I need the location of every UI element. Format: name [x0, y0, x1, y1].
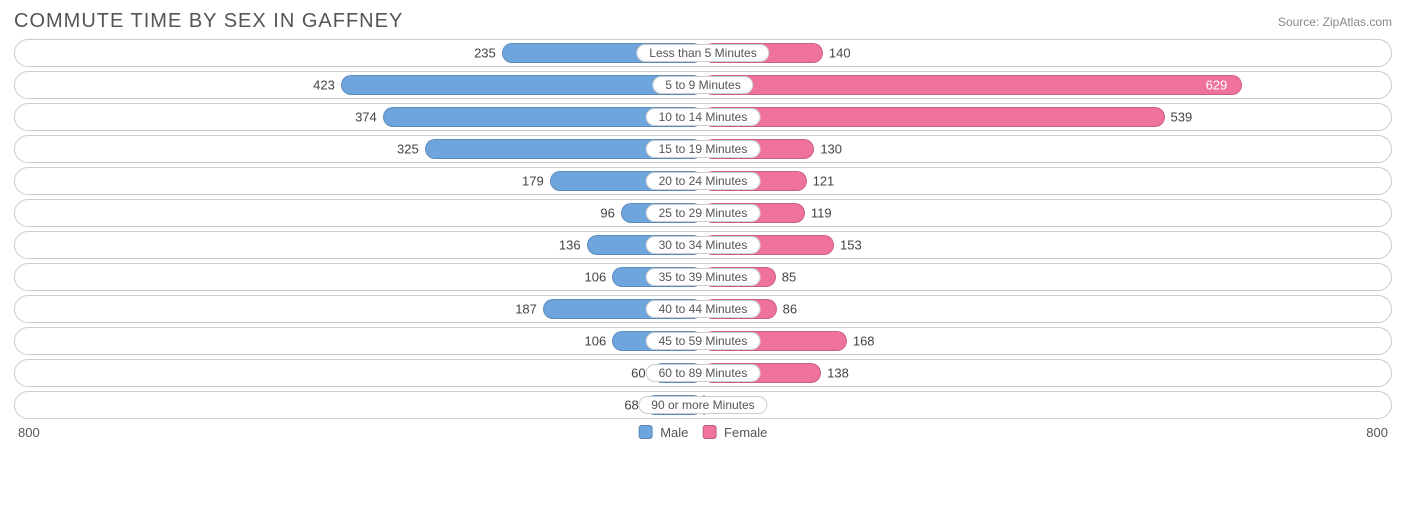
category-label: 90 or more Minutes: [638, 396, 767, 414]
female-value: 168: [853, 334, 875, 349]
chart-row-inner: 60 138 60 to 89 Minutes: [18, 363, 1388, 383]
chart-row: 374 539 10 to 14 Minutes: [14, 103, 1392, 131]
category-label: 20 to 24 Minutes: [646, 172, 761, 190]
chart-row: 187 86 40 to 44 Minutes: [14, 295, 1392, 323]
category-label: 35 to 39 Minutes: [646, 268, 761, 286]
chart-source: Source: ZipAtlas.com: [1278, 15, 1392, 29]
chart-row: 106 168 45 to 59 Minutes: [14, 327, 1392, 355]
chart-row-inner: 179 121 20 to 24 Minutes: [18, 171, 1388, 191]
chart-row: 136 153 30 to 34 Minutes: [14, 231, 1392, 259]
male-value: 235: [474, 46, 496, 61]
chart-row-inner: 187 86 40 to 44 Minutes: [18, 299, 1388, 319]
male-value: 179: [522, 174, 544, 189]
category-label: 15 to 19 Minutes: [646, 140, 761, 158]
category-label: Less than 5 Minutes: [636, 44, 769, 62]
chart-title: COMMUTE TIME BY SEX IN GAFFNEY: [14, 10, 403, 33]
axis-left-max: 800: [18, 425, 40, 440]
chart-row-inner: 96 119 25 to 29 Minutes: [18, 203, 1388, 223]
female-value: 138: [827, 366, 849, 381]
chart-row-inner: 106 85 35 to 39 Minutes: [18, 267, 1388, 287]
chart-row-inner: 374 539 10 to 14 Minutes: [18, 107, 1388, 127]
male-value: 374: [355, 110, 377, 125]
female-value: 85: [782, 270, 796, 285]
chart-row-inner: 423 629 5 to 9 Minutes: [18, 75, 1388, 95]
legend-female-swatch: [702, 425, 716, 439]
legend-male-swatch: [639, 425, 653, 439]
chart-row: 96 119 25 to 29 Minutes: [14, 199, 1392, 227]
chart-row-inner: 106 168 45 to 59 Minutes: [18, 331, 1388, 351]
legend-female-label: Female: [724, 425, 767, 440]
category-label: 60 to 89 Minutes: [646, 364, 761, 382]
male-value: 68: [624, 398, 638, 413]
category-label: 45 to 59 Minutes: [646, 332, 761, 350]
male-value: 106: [585, 334, 607, 349]
female-value: 539: [1171, 110, 1193, 125]
butterfly-chart: 235 140 Less than 5 Minutes 423 629 5 to 9 Mi…: [14, 39, 1392, 419]
category-label: 30 to 34 Minutes: [646, 236, 761, 254]
chart-row: 106 85 35 to 39 Minutes: [14, 263, 1392, 291]
male-bar: [341, 75, 703, 95]
female-value: 629: [1206, 78, 1228, 93]
female-bar: [703, 75, 1242, 95]
chart-row-inner: 136 153 30 to 34 Minutes: [18, 235, 1388, 255]
chart-row-inner: 68090 or more Minutes: [18, 395, 1388, 415]
male-value: 423: [313, 78, 335, 93]
chart-row-inner: 235 140 Less than 5 Minutes: [18, 43, 1388, 63]
category-label: 40 to 44 Minutes: [646, 300, 761, 318]
male-value: 106: [585, 270, 607, 285]
female-value: 130: [820, 142, 842, 157]
category-label: 25 to 29 Minutes: [646, 204, 761, 222]
female-value: 86: [783, 302, 797, 317]
chart-row-inner: 325 130 15 to 19 Minutes: [18, 139, 1388, 159]
legend-female: Female: [702, 425, 767, 440]
chart-row: 235 140 Less than 5 Minutes: [14, 39, 1392, 67]
axis-right-max: 800: [1366, 425, 1388, 440]
male-value: 325: [397, 142, 419, 157]
female-bar: [703, 107, 1165, 127]
female-value: 119: [811, 206, 832, 221]
female-value: 140: [829, 46, 851, 61]
male-value: 136: [559, 238, 581, 253]
legend: Male Female: [639, 425, 768, 440]
male-value: 187: [515, 302, 537, 317]
chart-row: 68090 or more Minutes: [14, 391, 1392, 419]
chart-row: 60 138 60 to 89 Minutes: [14, 359, 1392, 387]
chart-header: COMMUTE TIME BY SEX IN GAFFNEY Source: Z…: [14, 10, 1392, 33]
male-value: 96: [600, 206, 614, 221]
chart-row: 423 629 5 to 9 Minutes: [14, 71, 1392, 99]
legend-male-label: Male: [660, 425, 688, 440]
legend-male: Male: [639, 425, 689, 440]
chart-footer: 800 Male Female 800: [14, 423, 1392, 445]
chart-row: 179 121 20 to 24 Minutes: [14, 167, 1392, 195]
female-value: 121: [813, 174, 835, 189]
chart-row: 325 130 15 to 19 Minutes: [14, 135, 1392, 163]
female-value: 153: [840, 238, 862, 253]
category-label: 5 to 9 Minutes: [652, 76, 753, 94]
category-label: 10 to 14 Minutes: [646, 108, 761, 126]
male-value: 60: [631, 366, 645, 381]
